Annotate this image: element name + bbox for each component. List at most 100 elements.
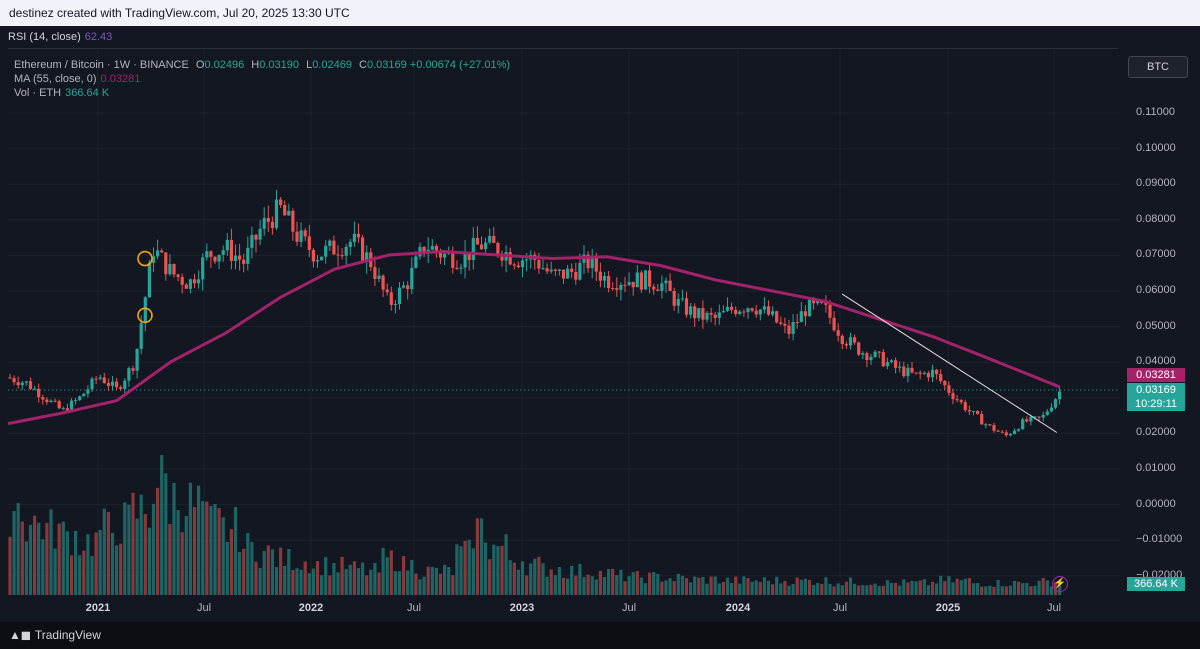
footer-brand: TradingView [34,628,101,642]
candle-body [119,387,123,389]
rsi-pane-header[interactable]: RSI (14, close) 62.43 [8,28,1118,49]
volume-bar [102,508,106,595]
volume-bar [422,576,426,595]
candle-body [836,330,840,336]
candle-body [172,263,176,275]
volume-bar [668,578,672,595]
tradingview-logo[interactable]: ▲◼ TradingView [9,628,101,642]
candle-body [877,351,881,353]
candle-body [197,279,201,284]
candle-body [410,267,414,290]
candle-body [443,253,447,258]
candle-body [566,268,570,279]
y-tick-label: 0.08000 [1136,212,1176,225]
legend-ma-row[interactable]: MA (55, close, 0) 0.03281 [14,72,510,86]
candle-body [611,288,615,290]
candle-body [69,400,74,411]
volume-bar [656,573,660,595]
candle-body [873,351,877,357]
trendline[interactable] [841,293,1058,433]
volume-bar [299,569,303,595]
highlight-circle-upper[interactable] [137,250,153,267]
candle-body [307,236,311,251]
candle-body [955,399,959,401]
legend-volume-row[interactable]: Vol · ETH 366.64 K [14,86,510,100]
volume-bar [537,556,541,595]
candle-body [684,298,689,315]
candle-body [549,269,553,272]
volume-bar [701,577,705,595]
volume-bar [192,507,197,595]
volume-bar [693,576,697,595]
currency-button[interactable]: BTC [1128,56,1188,78]
candle-body [328,240,332,246]
candle-body [570,268,574,272]
volume-bar [414,573,418,595]
candle-body [402,285,406,288]
candle-body [102,377,106,384]
candle-body [557,269,561,272]
volume-bar [660,581,664,595]
candle-body [992,425,996,431]
volume-bar [967,578,971,595]
volume-bar [369,569,373,595]
x-tick-label: Jul [1046,602,1062,614]
volume-bar [1021,583,1025,595]
candle-body [467,251,471,261]
candle-body [730,306,734,310]
candle-body [660,283,664,291]
candle-body [479,244,484,250]
candle-body [812,299,816,304]
candle-body [238,255,242,260]
volume-bar [918,580,922,595]
volume-bar [598,570,602,595]
candle-body [86,389,90,394]
price-chart[interactable] [0,0,1120,598]
ohlc-open-label: O [195,59,205,71]
volume-bar [250,542,254,595]
candle-body [397,287,402,305]
volume-bar [283,565,287,595]
header-caption: destinez created with TradingView.com, J… [9,6,350,20]
volume-bar [828,583,832,595]
candle-body [750,308,754,311]
volume-bar [106,512,110,595]
candle-body [37,388,41,398]
volume-bar [221,517,225,595]
volume-bar [24,541,28,595]
candle-body [184,284,188,289]
lightning-icon[interactable]: ⚡ [1052,576,1068,592]
highlight-circle-lower[interactable] [137,307,153,324]
volume-bar [443,564,447,595]
candle-body [697,308,701,319]
candle-body [1049,407,1053,412]
candle-body [57,401,61,409]
candle-body [209,251,213,257]
volume-bar [74,530,78,595]
volume-bar [348,564,352,595]
candle-body [799,311,803,323]
volume-bar [889,582,894,595]
candle-body [996,430,1000,432]
candle-body [500,253,504,261]
x-tick-label: 2022 [298,602,324,614]
candle-body [578,262,582,280]
candle-body [311,250,315,262]
volume-bar [1012,580,1017,595]
volume-bar [1045,580,1049,595]
candle-body [1053,399,1058,408]
candle-body [943,381,947,386]
volume-bar [689,582,693,595]
volume-bar [328,575,332,595]
volume-bar [730,583,734,595]
volume-bar [627,576,631,595]
candle-body [315,260,320,262]
legend-symbol-row[interactable]: Ethereum / Bitcoin · 1W · BINANCE O0.024… [14,58,510,72]
candle-body [299,230,303,242]
gridlines [8,50,1120,598]
volume-bar [119,543,123,595]
candle-body [508,252,512,265]
volume-bar [787,585,791,595]
candle-body [545,268,549,272]
volume-bar [217,508,221,595]
